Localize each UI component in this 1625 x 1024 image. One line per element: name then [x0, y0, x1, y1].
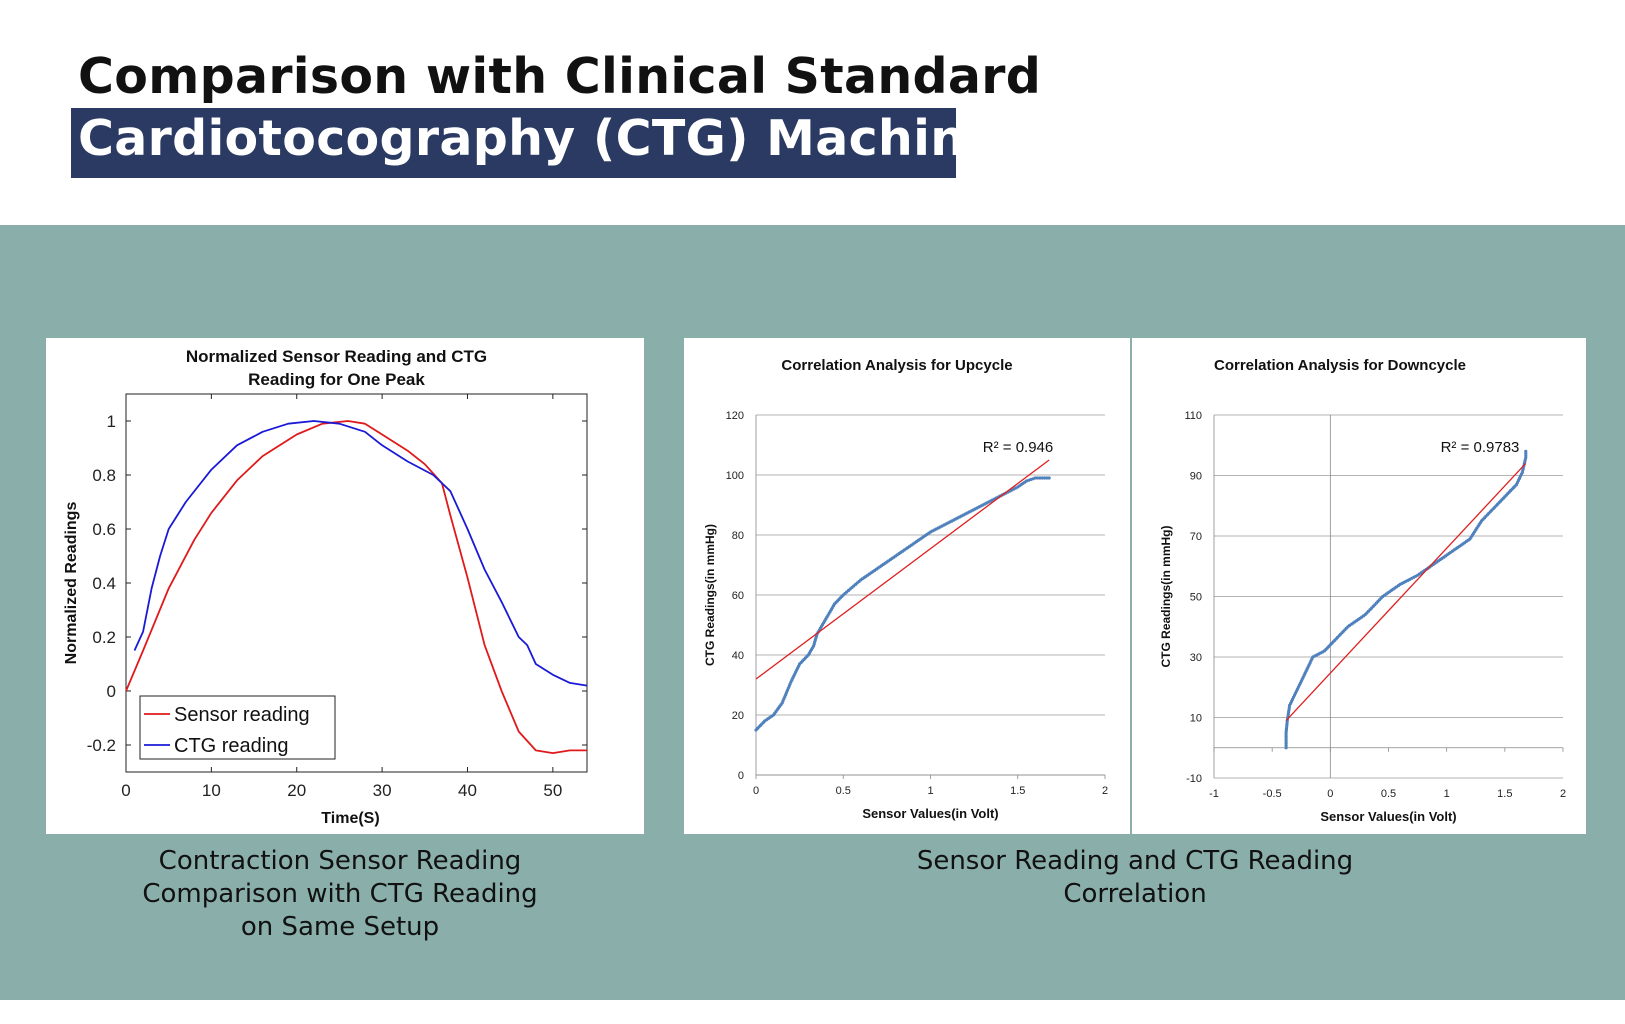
y-tick-label: 60 — [732, 590, 744, 602]
chart-title: Correlation Analysis for Upcycle — [781, 357, 1012, 374]
page-title-line-1: Comparison with Clinical Standard — [78, 48, 1042, 105]
data-point — [1045, 476, 1049, 480]
x-tick-label: 0.5 — [836, 785, 851, 797]
x-tick-label: 10 — [202, 781, 221, 800]
title-highlight-box — [71, 108, 956, 178]
data-point — [1047, 476, 1051, 480]
y-tick-label: 0 — [738, 770, 744, 782]
y-tick-label: 90 — [1190, 471, 1202, 483]
x-tick-label: 0 — [753, 785, 759, 797]
chart-title: Correlation Analysis for Downcycle — [1214, 357, 1466, 374]
chart-title-line: Normalized Sensor Reading and CTG — [186, 347, 487, 366]
x-tick-label: 30 — [373, 781, 392, 800]
data-point — [1284, 746, 1288, 750]
y-tick-label: 120 — [726, 410, 744, 422]
x-tick-label: 1 — [927, 785, 933, 797]
data-point — [1284, 733, 1288, 737]
page-title-line-2: Cardiotocography (CTG) Machine — [78, 110, 999, 167]
x-tick-label: 2 — [1560, 788, 1566, 800]
x-tick-label: 1 — [1444, 788, 1450, 800]
caption-left-line-3: on Same Setup — [240, 912, 440, 942]
y-tick-label: 100 — [726, 470, 744, 482]
r-squared-label: R² = 0.946 — [983, 439, 1053, 456]
y-axis-label: Normalized Readings — [63, 502, 80, 665]
r-squared-label: R² = 0.9783 — [1441, 439, 1520, 456]
x-tick-label: 20 — [287, 781, 306, 800]
chart-title-line: Reading for One Peak — [248, 370, 425, 389]
x-tick-label: 50 — [543, 781, 562, 800]
caption-right-line-1: Sensor Reading and CTG Reading — [916, 846, 1354, 876]
y-tick-label: 40 — [732, 650, 744, 662]
y-tick-label: -10 — [1186, 773, 1202, 785]
normalized-readings-chart: Normalized Sensor Reading and CTG Reading… — [63, 347, 588, 827]
x-tick-label: 1.5 — [1497, 788, 1512, 800]
y-tick-label: 10 — [1190, 713, 1202, 725]
downcycle-correlation-chart: Correlation Analysis for Downcycle-10103… — [1159, 357, 1566, 824]
y-tick-label: 1 — [107, 412, 116, 431]
x-axis-label: Sensor Values(in Volt) — [1320, 809, 1456, 824]
y-tick-label: 0.2 — [92, 628, 116, 647]
x-tick-label: 1.5 — [1010, 785, 1025, 797]
y-tick-label: 70 — [1190, 531, 1202, 543]
trendline — [755, 459, 1050, 680]
caption-left-line-2: Comparison with CTG Reading — [142, 879, 538, 909]
series-line-ctg-reading — [133, 420, 588, 687]
x-tick-label: 40 — [458, 781, 477, 800]
y-tick-label: 0.4 — [92, 574, 116, 593]
y-tick-label: -0.2 — [87, 736, 116, 755]
y-tick-label: 0 — [107, 682, 116, 701]
correlation-charts-panel: Correlation Analysis for Upcycle 0 20 40 60 8… — [684, 338, 1586, 834]
y-tick-label: 0.8 — [92, 466, 116, 485]
data-point — [1042, 476, 1047, 480]
y-tick-label: 30 — [1190, 652, 1202, 664]
caption-left: Contraction Sensor Reading Comparison wi… — [60, 845, 620, 944]
data-point — [1284, 739, 1288, 743]
legend-label: CTG reading — [174, 735, 289, 757]
data-point — [1040, 476, 1044, 480]
data-point — [1284, 737, 1288, 741]
data-point — [1284, 744, 1288, 748]
y-axis-label: CTG Readings(in mmHg) — [703, 524, 717, 666]
x-tick-label: 0 — [121, 781, 130, 800]
y-tick-label: 20 — [732, 710, 744, 722]
data-point — [1038, 476, 1042, 480]
y-tick-label: 0.6 — [92, 520, 116, 539]
series-line-sensor-reading — [125, 420, 587, 754]
x-tick-label: 0.5 — [1381, 788, 1396, 800]
caption-right-line-2: Correlation — [1063, 879, 1207, 909]
legend-box — [139, 695, 336, 760]
x-tick-label: 0 — [1327, 788, 1333, 800]
x-axis-label: Time(S) — [321, 810, 379, 827]
panel-divider — [1130, 338, 1132, 834]
legend-label: Sensor reading — [174, 704, 310, 726]
upcycle-correlation-chart: Correlation Analysis for Upcycle02040608… — [703, 357, 1108, 821]
y-axis-label: CTG Readings(in mmHg) — [1159, 525, 1173, 667]
x-tick-label: -0.5 — [1263, 788, 1282, 800]
trendline — [1285, 462, 1527, 721]
y-tick-label: 50 — [1190, 592, 1202, 604]
x-axis-label: Sensor Values(in Volt) — [862, 806, 998, 821]
data-point — [1524, 449, 1528, 453]
data-point — [1033, 476, 1037, 480]
y-tick-label: 110 — [1184, 410, 1202, 422]
y-tick-label: 80 — [732, 530, 744, 542]
line-chart-panel: Normalized Sensor Reading and CTG Reading… — [46, 338, 644, 834]
x-tick-label: -1 — [1209, 788, 1219, 800]
caption-right: Sensor Reading and CTG Reading Correlati… — [760, 845, 1510, 911]
caption-left-line-1: Contraction Sensor Reading — [158, 846, 522, 876]
data-point — [1035, 476, 1040, 480]
x-tick-label: 2 — [1102, 785, 1108, 797]
